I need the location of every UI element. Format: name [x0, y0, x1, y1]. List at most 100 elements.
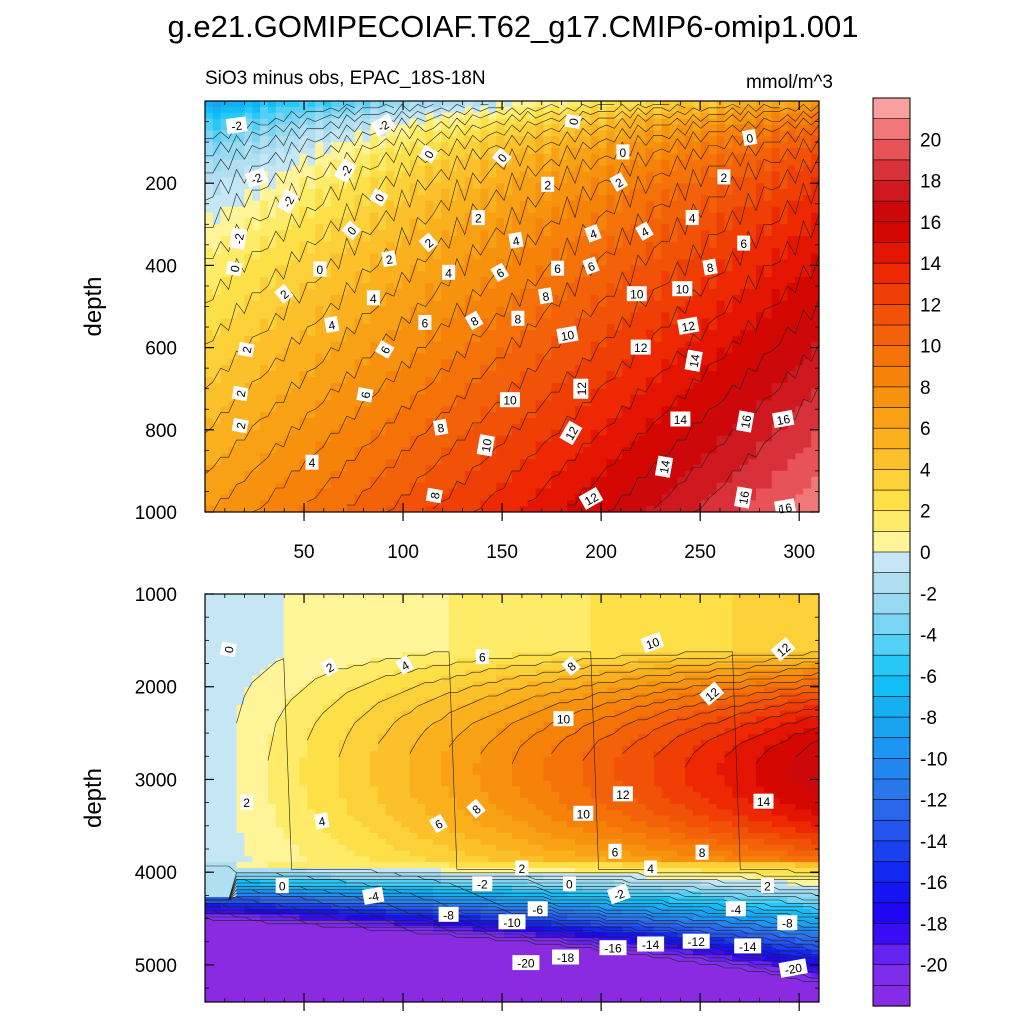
field-cell — [362, 159, 371, 167]
field-cell — [417, 112, 427, 120]
field-cell — [315, 500, 324, 507]
field-cell — [614, 465, 623, 472]
field-cell — [685, 206, 694, 214]
field-cell — [386, 288, 395, 296]
field-cell — [409, 183, 419, 190]
field-cell — [425, 277, 434, 284]
field-cell — [488, 482, 497, 490]
field-cell — [693, 441, 702, 449]
field-cell — [315, 353, 324, 360]
field-cell — [732, 376, 741, 384]
field-cell — [441, 500, 450, 507]
field-cell — [724, 200, 734, 208]
field-cell — [433, 476, 442, 484]
field-cell — [756, 300, 765, 308]
field-cell — [228, 412, 238, 419]
field-cell — [236, 488, 245, 495]
field-cell — [370, 212, 379, 220]
field-cell — [574, 147, 584, 155]
field-cell — [606, 189, 615, 196]
field-cell — [260, 306, 269, 313]
field-cell — [496, 112, 505, 120]
field-cell — [299, 335, 308, 343]
field-cell — [551, 294, 560, 302]
field-cell — [567, 318, 576, 325]
field-cell — [669, 265, 678, 272]
field-cell — [574, 465, 584, 472]
field-cell — [590, 147, 600, 155]
field-cell — [685, 101, 694, 108]
field-cell — [433, 312, 442, 319]
field-cell — [716, 488, 726, 495]
field-cell — [456, 124, 466, 131]
field-cell — [417, 265, 427, 272]
field-cell — [504, 236, 513, 243]
field-cell — [677, 271, 686, 278]
field-cell — [748, 382, 757, 390]
field-cell — [551, 312, 560, 319]
field-cell — [756, 112, 765, 120]
field-cell — [496, 300, 505, 308]
field-cell — [543, 218, 552, 225]
field-cell — [622, 206, 631, 214]
field-cell — [370, 153, 379, 161]
field-cell — [378, 142, 387, 149]
field-cell — [685, 147, 694, 155]
field-cell — [622, 101, 631, 108]
field-cell — [685, 376, 694, 384]
field-cell — [598, 312, 608, 319]
field-cell — [756, 259, 765, 266]
field-cell — [661, 300, 671, 308]
field-cell — [370, 183, 379, 190]
field-cell — [220, 159, 230, 167]
field-cell — [645, 106, 655, 114]
field-cell — [708, 153, 718, 161]
field-cell — [724, 476, 734, 484]
field-cell — [614, 136, 623, 143]
field-cell — [330, 365, 340, 372]
field-cell — [252, 101, 261, 108]
field-cell — [338, 118, 348, 126]
field-cell — [401, 406, 411, 413]
field-cell — [567, 488, 576, 495]
field-cell — [748, 365, 757, 372]
field-cell — [464, 294, 474, 302]
field-cell — [740, 306, 749, 313]
field-cell — [362, 459, 371, 466]
field-cell — [488, 283, 497, 290]
field-cell — [212, 324, 222, 331]
field-cell — [220, 200, 230, 208]
field-cell — [504, 359, 513, 366]
field-cell — [551, 435, 560, 443]
field-cell — [275, 130, 285, 137]
field-cell — [574, 271, 584, 278]
field-cell — [275, 306, 285, 313]
field-cell — [724, 488, 734, 495]
field-cell — [323, 224, 332, 231]
field-cell — [252, 236, 261, 243]
field-cell — [543, 494, 552, 501]
field-cell — [708, 447, 718, 454]
field-cell — [275, 324, 285, 331]
field-cell — [527, 142, 537, 149]
field-cell — [362, 423, 371, 431]
field-cell — [622, 488, 631, 495]
field-cell — [449, 171, 458, 178]
field-cell — [220, 230, 230, 237]
field-cell — [205, 329, 214, 337]
field-cell — [283, 400, 293, 407]
field-cell — [669, 194, 678, 202]
field-cell — [260, 288, 269, 296]
field-cell — [535, 406, 545, 413]
field-cell — [598, 147, 608, 155]
field-cell — [732, 412, 741, 419]
field-cell — [409, 359, 419, 366]
field-cell — [693, 171, 702, 178]
field-cell — [472, 400, 482, 407]
field-cell — [283, 312, 293, 319]
field-cell — [606, 306, 615, 313]
field-cell — [527, 429, 537, 437]
field-cell — [323, 212, 332, 220]
field-cell — [425, 447, 434, 454]
